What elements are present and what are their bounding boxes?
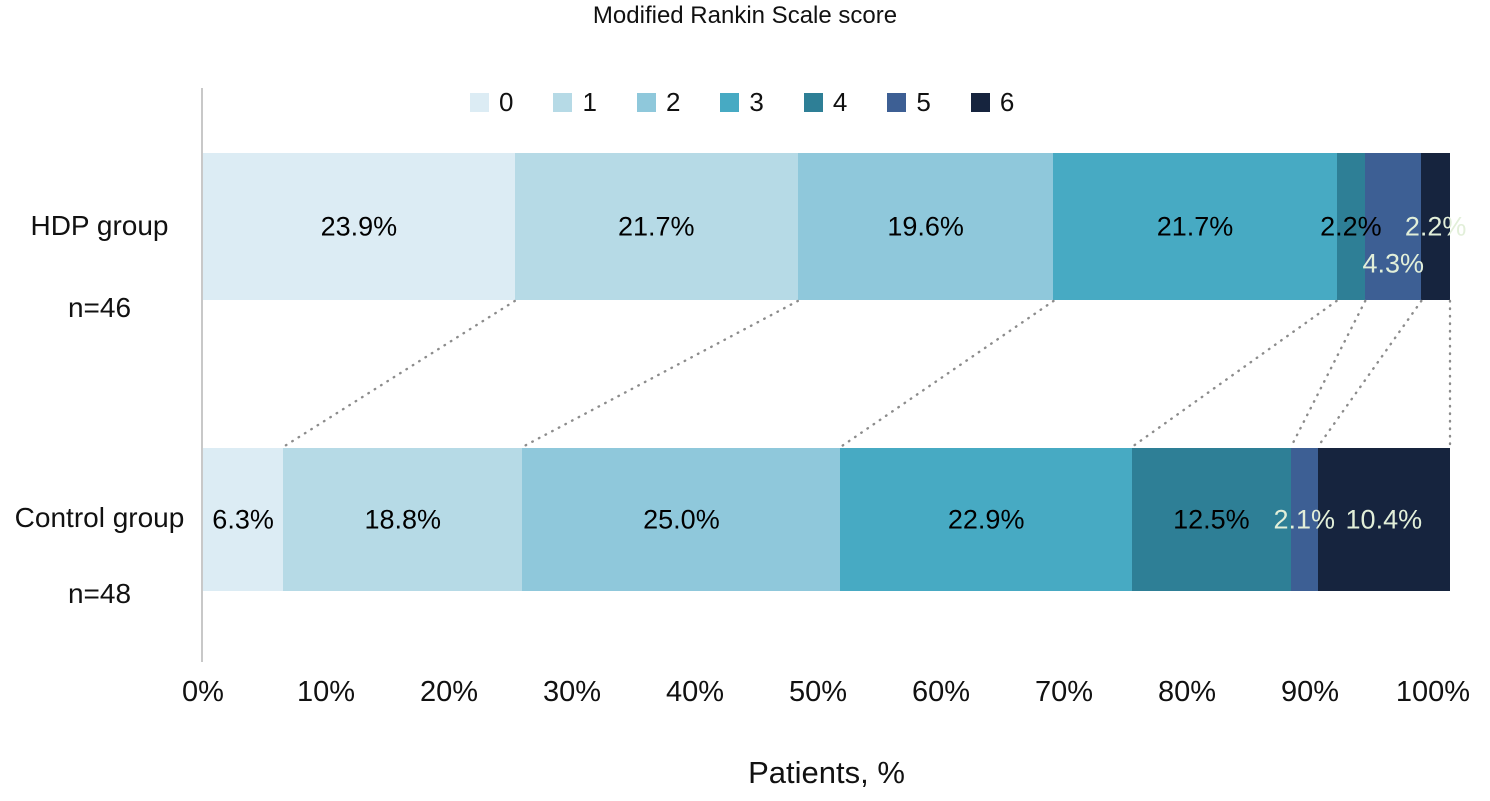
bar-segment-score-3: 22.9%	[840, 448, 1132, 591]
legend-label: 5	[916, 87, 931, 117]
connector-line	[281, 299, 516, 449]
legend-label: 2	[665, 87, 681, 117]
x-tick-label: 0%	[182, 676, 224, 708]
legend-item-5: 5	[887, 87, 931, 118]
bar-segment-value: 2.2%	[1404, 211, 1467, 241]
bar-segment-value: 22.9%	[947, 504, 1025, 534]
legend-label: 1	[582, 87, 597, 117]
legend-item-3: 3	[720, 87, 764, 118]
x-tick-label: 60%	[911, 676, 971, 708]
legend-label: 4	[832, 87, 848, 117]
x-tick-label: 40%	[665, 676, 725, 708]
legend-swatch	[636, 93, 656, 112]
bar-segment-value: 21.7%	[1156, 211, 1234, 241]
bar-segment-value: 19.6%	[887, 211, 964, 241]
bar-segment-value: 2.1%	[1273, 504, 1336, 534]
bar-segment-score-2: 25.0%	[522, 448, 841, 591]
bar-segment-score-5: 2.1%	[1274, 448, 1335, 591]
legend-item-2: 2	[636, 87, 681, 118]
bar-segment-score-6: 10.4%	[1317, 448, 1450, 591]
bar-segment-value: 12.5%	[1173, 504, 1250, 534]
x-tick-label: 20%	[419, 676, 479, 708]
x-axis-title: Patients, %	[748, 755, 905, 790]
x-tick-label: 70%	[1034, 676, 1094, 708]
x-tick-label: 100%	[1395, 676, 1471, 708]
legend-item-6: 6	[970, 87, 1015, 118]
legend-item-4: 4	[803, 87, 848, 118]
bar-segment-score-4: 12.5%	[1131, 448, 1291, 591]
bar-segment-value: 18.8%	[364, 504, 442, 534]
bar-segment-value: 23.9%	[320, 211, 398, 241]
legend-label: 6	[999, 87, 1015, 117]
legend-swatch	[803, 93, 823, 112]
group-label-hdp-group: HDP group	[30, 210, 169, 241]
legend-swatch	[887, 93, 907, 112]
bar-segment-score-1: 21.7%	[514, 153, 798, 300]
bar-segment-score-2: 19.6%	[797, 153, 1054, 300]
connector-line	[521, 299, 800, 449]
legend-label: 0	[499, 87, 514, 117]
bar-control-group: 6.3% 18.8% 25.0% 22.9% 12.5% 2.1% 10.4%	[203, 448, 1450, 591]
bar-segment-score-4: 2.2%	[1320, 153, 1382, 300]
legend-item-1: 1	[553, 87, 597, 118]
x-tick-label: 10%	[296, 676, 356, 708]
legend: 0 1 2 3 4 5 6	[470, 87, 1014, 118]
bar-segment-value: 21.7%	[617, 211, 695, 241]
y-axis-line	[201, 88, 203, 662]
bar-segment-value: 10.4%	[1345, 504, 1423, 534]
connector-line	[839, 299, 1055, 449]
bar-segment-value: 2.2%	[1320, 211, 1382, 241]
connector-line	[1130, 299, 1338, 449]
bar-segment-value: 25.0%	[643, 504, 720, 534]
group-n-label-hdp-group: n=46	[67, 292, 132, 323]
legend-item-0: 0	[470, 87, 513, 118]
bar-hdp-group: 23.9% 21.7% 19.6% 21.7% 2.2% 4.3% 2.2%	[203, 153, 1466, 300]
legend-label: 3	[749, 87, 764, 117]
x-tick-label: 30%	[542, 676, 602, 708]
bar-segment-score-5: 4.3%	[1362, 153, 1425, 300]
legend-swatch	[970, 93, 990, 112]
bar-segment-value: 4.3%	[1362, 248, 1425, 278]
connector-line	[1289, 299, 1367, 449]
legend-swatch	[720, 93, 740, 112]
legend-swatch	[553, 93, 573, 112]
chart-title: Modified Rankin Scale score	[592, 2, 898, 29]
bar-segment-score-0: 6.3%	[203, 448, 284, 591]
bar-segment-score-0: 23.9%	[203, 153, 515, 300]
x-tick-label: 50%	[788, 676, 848, 708]
group-n-label-control-group: n=48	[67, 578, 132, 609]
bar-segment-value: 6.3%	[212, 504, 274, 534]
x-tick-label: 90%	[1280, 676, 1340, 708]
bar-segment-score-6: 2.2%	[1405, 153, 1466, 300]
legend-swatch	[470, 93, 489, 112]
bar-segment-score-3: 21.7%	[1053, 153, 1337, 300]
group-label-control-group: Control group	[14, 502, 185, 533]
x-tick-label: 80%	[1157, 676, 1217, 708]
bar-segment-score-1: 18.8%	[283, 448, 523, 591]
connector-line	[1316, 299, 1423, 449]
